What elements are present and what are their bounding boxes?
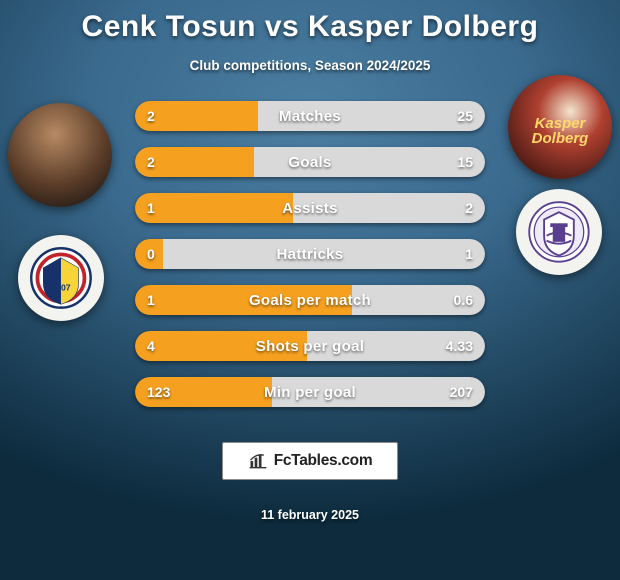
comparison-date: 11 february 2025: [0, 508, 620, 522]
stat-bar-bg: [135, 285, 485, 315]
stat-value-right: 0.6: [454, 285, 473, 315]
stat-bar-bg: [135, 101, 485, 131]
stat-row: 2 25 Matches: [135, 101, 485, 131]
stat-value-left: 1: [147, 193, 155, 223]
stat-bar-bg: [135, 239, 485, 269]
stat-value-right: 207: [450, 377, 473, 407]
stat-value-left: 2: [147, 101, 155, 131]
svg-text:1907: 1907: [51, 282, 70, 292]
stat-bar-left: [135, 285, 352, 315]
stat-bars: 2 25 Matches 2 15 Goals 1 2 Assists 0 1 …: [135, 101, 485, 423]
stat-bar-right: [258, 101, 486, 131]
stat-row: 1 0.6 Goals per match: [135, 285, 485, 315]
stat-value-right: 15: [457, 147, 473, 177]
player-left-avatar: [8, 103, 112, 207]
stat-value-left: 2: [147, 147, 155, 177]
page-title: Cenk Tosun vs Kasper Dolberg: [0, 10, 620, 44]
player-left-club-badge: 1907: [18, 235, 104, 321]
stat-value-right: 25: [457, 101, 473, 131]
stat-value-left: 4: [147, 331, 155, 361]
anderlecht-crest-icon: [528, 201, 590, 263]
stat-row: 0 1 Hattricks: [135, 239, 485, 269]
stat-bar-bg: [135, 331, 485, 361]
stat-bar-left: [135, 331, 307, 361]
stat-bar-bg: [135, 377, 485, 407]
player-right-avatar-placeholder: Kasper Dolberg: [508, 75, 612, 179]
player-right-club-badge: [516, 189, 602, 275]
player-left-avatar-placeholder: [8, 103, 112, 207]
stat-row: 1 2 Assists: [135, 193, 485, 223]
stat-bar-bg: [135, 193, 485, 223]
fctables-logo: FcTables.com: [222, 442, 398, 480]
player-right-avatar: Kasper Dolberg: [508, 75, 612, 179]
fenerbahce-crest-icon: 1907: [30, 247, 92, 309]
stat-value-left: 0: [147, 239, 155, 269]
stat-bar-left: [135, 193, 293, 223]
stat-value-right: 2: [465, 193, 473, 223]
bar-chart-icon: [248, 451, 268, 471]
stat-row: 4 4.33 Shots per goal: [135, 331, 485, 361]
stat-bar-right: [163, 239, 485, 269]
stat-value-right: 4.33: [446, 331, 473, 361]
stat-value-right: 1: [465, 239, 473, 269]
subtitle: Club competitions, Season 2024/2025: [0, 58, 620, 73]
stat-value-left: 1: [147, 285, 155, 315]
fctables-logo-text: FcTables.com: [274, 452, 373, 470]
stat-value-left: 123: [147, 377, 170, 407]
stat-bar-right: [293, 193, 486, 223]
stat-bar-right: [254, 147, 485, 177]
stat-row: 123 207 Min per goal: [135, 377, 485, 407]
stat-bar-bg: [135, 147, 485, 177]
stat-row: 2 15 Goals: [135, 147, 485, 177]
